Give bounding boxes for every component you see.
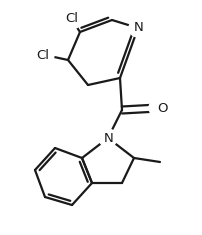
Circle shape — [63, 11, 81, 29]
Circle shape — [149, 99, 167, 117]
Circle shape — [99, 129, 117, 147]
Circle shape — [129, 19, 147, 37]
Text: Cl: Cl — [37, 48, 49, 62]
Text: N: N — [104, 133, 114, 145]
Text: N: N — [134, 20, 144, 34]
Circle shape — [36, 46, 54, 64]
Text: O: O — [158, 102, 168, 114]
Text: Cl: Cl — [65, 12, 79, 24]
